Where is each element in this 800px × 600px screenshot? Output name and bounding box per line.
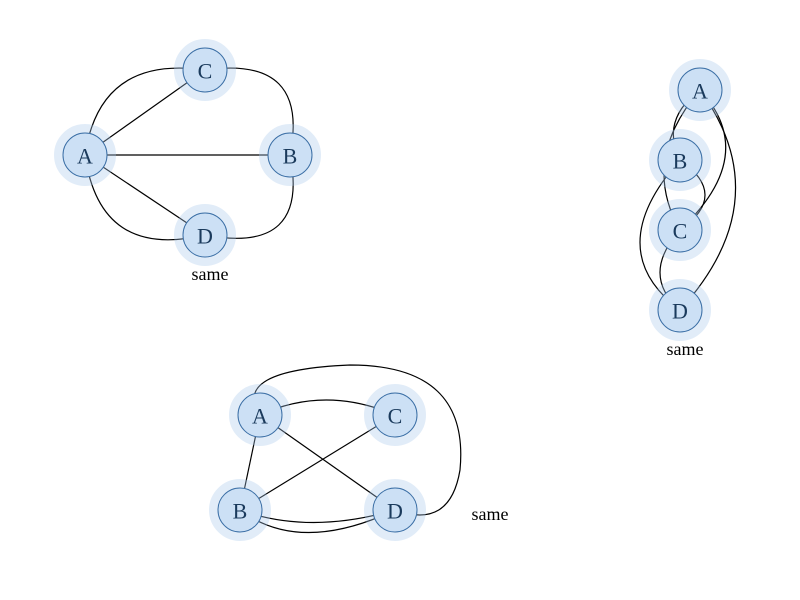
graph-right-nodes: A B C D xyxy=(654,64,726,336)
node-B: B xyxy=(264,129,316,181)
node-D: D xyxy=(179,209,231,261)
node-label: A xyxy=(692,79,708,104)
node-label: D xyxy=(672,299,688,324)
node-C: C xyxy=(179,44,231,96)
node-A: A xyxy=(674,64,726,116)
node-label: A xyxy=(77,144,93,169)
graph-top-left-nodes: A B C D xyxy=(59,44,316,261)
node-label: B xyxy=(283,144,298,169)
node-A: A xyxy=(59,129,111,181)
node-D: D xyxy=(654,284,706,336)
edge-A-D xyxy=(680,90,736,310)
node-B: B xyxy=(654,134,706,186)
node-label: C xyxy=(673,219,688,244)
graph-top-left: A B C Dsame xyxy=(59,44,316,284)
graph-bottom: A B C Dsame xyxy=(214,365,509,536)
graph-bottom-caption: same xyxy=(472,504,509,524)
node-C: C xyxy=(369,389,421,441)
graph-right-caption: same xyxy=(667,339,704,359)
node-label: C xyxy=(198,59,213,84)
node-label: D xyxy=(197,224,213,249)
edge-A-D xyxy=(254,365,461,515)
node-label: B xyxy=(673,149,688,174)
graph-right: A B C Dsame xyxy=(640,64,736,359)
node-D: D xyxy=(369,484,421,536)
node-label: D xyxy=(387,499,403,524)
node-label: C xyxy=(388,404,403,429)
node-C: C xyxy=(654,204,706,256)
node-label: A xyxy=(252,404,268,429)
node-label: B xyxy=(233,499,248,524)
diagram-canvas: A B C Dsame A B C Dsame A B C Dsame xyxy=(0,0,800,600)
node-A: A xyxy=(234,389,286,441)
graph-top-left-caption: same xyxy=(192,264,229,284)
node-B: B xyxy=(214,484,266,536)
